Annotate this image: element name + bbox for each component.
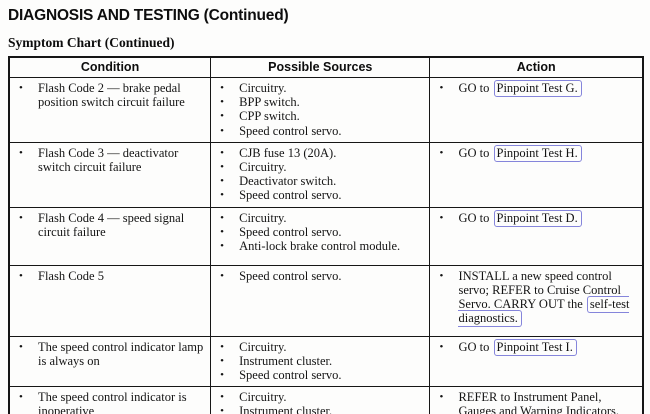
source-item: BPP switch. xyxy=(211,95,425,109)
action-cell: GO to Pinpoint Test D. xyxy=(429,206,644,266)
action-cell: REFER to Instrument Panel, Gauges and Wa… xyxy=(429,386,644,414)
condition-list: Flash Code 4 — speed signal circuit fail… xyxy=(10,211,206,239)
action-prefix-text: GO to xyxy=(458,81,493,95)
source-item: Circuitry. xyxy=(211,390,425,404)
table-row: Flash Code 2 — brake pedal position swit… xyxy=(8,77,644,143)
action-prefix-text: REFER to Instrument Panel, Gauges and Wa… xyxy=(458,390,619,414)
action-prefix-text: GO to xyxy=(458,339,493,354)
sources-list: Speed control servo. xyxy=(211,269,425,283)
table-row: Flash Code 4 — speed signal circuit fail… xyxy=(8,206,644,266)
condition-cell: Flash Code 3 — deactivator switch circui… xyxy=(8,141,212,208)
symptom-chart-table: Condition Possible Sources Action Flash … xyxy=(8,56,644,414)
sources-list: CJB fuse 13 (20A).Circuitry.Deactivator … xyxy=(211,146,425,203)
action-cell: GO to Pinpoint Test H. xyxy=(429,141,644,208)
source-item: Circuitry. xyxy=(211,160,425,174)
condition-list: The speed control indicator lamp is alwa… xyxy=(10,340,206,368)
condition-cell: Flash Code 4 — speed signal circuit fail… xyxy=(8,206,212,266)
sources-cell: Circuitry.Instrument cluster.Speed contr… xyxy=(210,335,431,388)
action-list: GO to Pinpoint Test D. xyxy=(430,209,638,227)
action-prefix-text: INSTALL a new speed control servo; REFER… xyxy=(458,268,621,312)
source-item: Circuitry. xyxy=(211,340,425,354)
sources-list: Circuitry.Instrument cluster.Speed contr… xyxy=(211,390,425,414)
source-item: CJB fuse 13 (20A). xyxy=(211,146,425,160)
pinpoint-test-link[interactable]: Pinpoint Test H. xyxy=(493,144,582,162)
action-text: GO to Pinpoint Test H. xyxy=(430,144,638,162)
sources-list: Circuitry.Speed control servo.Anti-lock … xyxy=(211,211,425,254)
table-row: The speed control indicator lamp is alwa… xyxy=(8,335,644,388)
action-text: INSTALL a new speed control servo; REFER… xyxy=(430,268,638,328)
table-row: Flash Code 3 — deactivator switch circui… xyxy=(8,141,644,208)
source-item: Speed control servo. xyxy=(211,188,425,202)
pinpoint-test-link[interactable]: Pinpoint Test D. xyxy=(493,209,582,227)
source-item: Instrument cluster. xyxy=(211,404,425,414)
source-item: Instrument cluster. xyxy=(211,354,425,368)
column-header-possible-sources: Possible Sources xyxy=(210,56,431,78)
section-subtitle: Symptom Chart (Continued) xyxy=(8,35,175,50)
page-title: DIAGNOSIS AND TESTING (Continued) xyxy=(8,7,289,24)
action-text: REFER to Instrument Panel, Gauges and Wa… xyxy=(430,390,638,414)
sources-cell: Circuitry.Speed control servo.Anti-lock … xyxy=(210,206,431,266)
pinpoint-test-link[interactable]: self-test diagnostics. xyxy=(458,296,630,328)
condition-list: Flash Code 2 — brake pedal position swit… xyxy=(10,81,206,109)
condition-cell: The speed control indicator is inoperati… xyxy=(8,386,212,414)
action-text: GO to Pinpoint Test I. xyxy=(430,338,638,356)
condition-cell: The speed control indicator lamp is alwa… xyxy=(8,335,212,388)
sources-cell: CJB fuse 13 (20A).Circuitry.Deactivator … xyxy=(210,141,431,208)
action-prefix-text: GO to xyxy=(458,145,493,160)
condition-text: Flash Code 2 — brake pedal position swit… xyxy=(10,81,206,109)
pinpoint-test-link[interactable]: Pinpoint Test I. xyxy=(493,338,577,356)
condition-text: Flash Code 5 xyxy=(10,269,206,283)
sources-cell: Circuitry.BPP switch.CPP switch.Speed co… xyxy=(210,77,431,143)
action-list: GO to Pinpoint Test G. xyxy=(430,80,638,97)
pinpoint-test-link[interactable]: Pinpoint Test G. xyxy=(493,80,582,97)
table-row: The speed control indicator is inoperati… xyxy=(8,386,644,414)
action-list: GO to Pinpoint Test H. xyxy=(430,144,638,162)
condition-list: The speed control indicator is inoperati… xyxy=(10,390,206,414)
action-text: GO to Pinpoint Test G. xyxy=(430,80,638,97)
table-row: Flash Code 5 Speed control servo. INSTAL… xyxy=(8,264,644,337)
condition-text: The speed control indicator is inoperati… xyxy=(10,390,206,414)
sources-list: Circuitry.Instrument cluster.Speed contr… xyxy=(211,340,425,383)
action-list: GO to Pinpoint Test I. xyxy=(430,338,638,356)
source-item: Anti-lock brake control module. xyxy=(211,239,425,253)
action-list: REFER to Instrument Panel, Gauges and Wa… xyxy=(430,390,638,414)
action-text: GO to Pinpoint Test D. xyxy=(430,209,638,227)
condition-list: Flash Code 5 xyxy=(10,269,206,283)
source-item: Speed control servo. xyxy=(211,124,425,138)
sources-cell: Circuitry.Instrument cluster.Speed contr… xyxy=(210,386,431,414)
sources-list: Circuitry.BPP switch.CPP switch.Speed co… xyxy=(211,81,425,138)
action-cell: INSTALL a new speed control servo; REFER… xyxy=(429,264,644,337)
source-item: CPP switch. xyxy=(211,109,425,123)
condition-cell: Flash Code 2 — brake pedal position swit… xyxy=(8,77,212,143)
condition-cell: Flash Code 5 xyxy=(8,264,212,337)
column-header-action: Action xyxy=(429,56,644,78)
condition-text: Flash Code 4 — speed signal circuit fail… xyxy=(10,211,206,239)
condition-text: The speed control indicator lamp is alwa… xyxy=(10,340,206,368)
action-cell: GO to Pinpoint Test I. xyxy=(429,335,644,388)
source-item: Circuitry. xyxy=(211,211,425,225)
action-prefix-text: GO to xyxy=(458,210,493,225)
table-header-row: Condition Possible Sources Action xyxy=(8,56,644,78)
source-item: Speed control servo. xyxy=(211,225,425,239)
action-list: INSTALL a new speed control servo; REFER… xyxy=(430,268,638,328)
source-item: Speed control servo. xyxy=(211,269,425,283)
action-cell: GO to Pinpoint Test G. xyxy=(429,77,644,143)
condition-list: Flash Code 3 — deactivator switch circui… xyxy=(10,146,206,174)
source-item: Circuitry. xyxy=(211,81,425,95)
sources-cell: Speed control servo. xyxy=(210,264,431,337)
condition-text: Flash Code 3 — deactivator switch circui… xyxy=(10,146,206,174)
column-header-condition: Condition xyxy=(8,56,212,78)
source-item: Speed control servo. xyxy=(211,368,425,382)
source-item: Deactivator switch. xyxy=(211,174,425,188)
